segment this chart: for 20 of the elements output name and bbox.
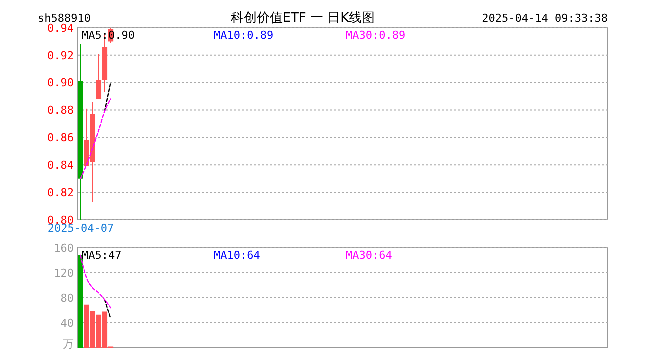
y-tick-label: 0.86	[48, 132, 74, 145]
y-tick-label: 0.88	[48, 104, 74, 118]
legend-label: MA10:0.89	[214, 29, 274, 42]
y-tick-label: 160	[54, 242, 74, 255]
text: MA30:0.89	[346, 29, 406, 42]
y-axis-title: 万	[63, 338, 74, 351]
chart-title: 科创价值ETF 一 日K线图	[230, 11, 376, 26]
y-tick-label: 120	[54, 266, 74, 280]
y-tick-label: 0.82	[48, 186, 74, 200]
line-series	[80, 98, 112, 180]
text: MA5:47	[82, 249, 122, 262]
candlestick	[96, 54, 102, 100]
text: 2025-04-14 09:33:38	[482, 12, 608, 25]
y-tick-label: 0.84	[48, 158, 74, 172]
y-tick-label: 40	[60, 316, 74, 330]
y-tick-label: 80	[60, 292, 74, 305]
y-tick-label: 0.92	[48, 49, 74, 62]
y-tick-label: 0.90	[48, 76, 74, 90]
legend-label: MA10:64	[214, 249, 261, 262]
text: MA30:64	[346, 249, 393, 262]
